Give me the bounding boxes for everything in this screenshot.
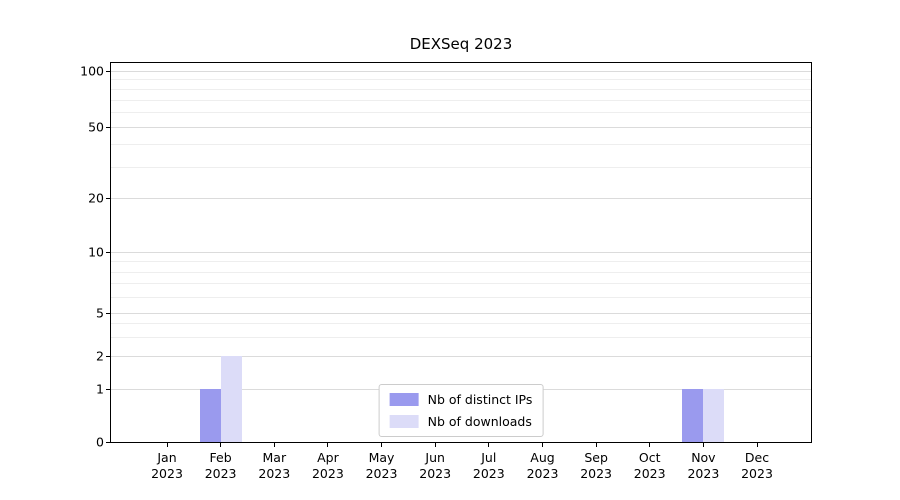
x-tick-mark bbox=[273, 443, 275, 447]
x-tick-label-year: 2023 bbox=[151, 466, 183, 482]
legend-label-downloads: Nb of downloads bbox=[427, 414, 532, 429]
legend-label-distinct-ips: Nb of distinct IPs bbox=[427, 392, 533, 407]
x-tick-label-month: Mar bbox=[262, 450, 287, 465]
x-tick-label-month: Jun bbox=[425, 450, 445, 465]
x-tick-mark bbox=[702, 443, 704, 447]
y-tick-label: 5 bbox=[96, 305, 104, 321]
x-tick-label: Sep 2023 bbox=[580, 450, 612, 483]
gridline-minor bbox=[111, 144, 811, 146]
gridline-minor bbox=[111, 88, 811, 90]
y-tick-mark bbox=[106, 356, 110, 358]
y-tick-label: 0 bbox=[96, 434, 104, 450]
x-tick-label: Jul 2023 bbox=[473, 450, 505, 483]
gridline-minor bbox=[111, 261, 811, 263]
gridline-minor bbox=[111, 296, 811, 298]
y-tick-mark bbox=[106, 442, 110, 443]
y-tick-mark bbox=[106, 126, 110, 128]
x-tick-label-year: 2023 bbox=[365, 466, 398, 482]
x-tick-label: Jan 2023 bbox=[151, 450, 183, 483]
bar-downloads bbox=[703, 389, 725, 442]
legend: Nb of distinct IPs Nb of downloads bbox=[378, 384, 544, 437]
y-tick-label: 20 bbox=[88, 190, 104, 206]
gridline-major bbox=[111, 71, 811, 72]
y-tick-mark bbox=[106, 71, 110, 72]
y-tick-label: 2 bbox=[96, 348, 104, 364]
x-tick-label: Aug 2023 bbox=[527, 450, 559, 483]
plot-area: Nb of distinct IPs Nb of downloads bbox=[110, 62, 812, 443]
x-tick-label: Dec 2023 bbox=[741, 450, 773, 483]
legend-swatch-distinct-ips-icon bbox=[389, 393, 419, 406]
x-tick-mark bbox=[756, 443, 758, 447]
gridline-minor bbox=[111, 112, 811, 113]
x-tick-label-month: Feb bbox=[209, 450, 232, 465]
x-tick-label-year: 2023 bbox=[472, 466, 505, 482]
legend-item-downloads: Nb of downloads bbox=[389, 414, 533, 429]
x-tick-label-year: 2023 bbox=[687, 466, 720, 482]
x-tick-label-month: May bbox=[368, 450, 395, 465]
gridline-major bbox=[111, 252, 811, 254]
x-tick-label-year: 2023 bbox=[419, 466, 452, 482]
gridline-minor bbox=[111, 166, 811, 168]
x-tick-mark bbox=[542, 443, 543, 447]
bar-distinct-ips bbox=[199, 389, 221, 442]
x-tick-mark bbox=[649, 443, 651, 447]
x-tick-label: Apr 2023 bbox=[312, 450, 344, 483]
x-tick-label-year: 2023 bbox=[526, 466, 559, 482]
x-tick-label-year: 2023 bbox=[580, 466, 612, 482]
x-tick-label: Jun 2023 bbox=[419, 450, 451, 483]
gridline-minor bbox=[111, 283, 811, 285]
x-tick-mark bbox=[434, 443, 436, 447]
x-tick-mark bbox=[166, 443, 168, 447]
y-tick-mark bbox=[106, 389, 110, 391]
gridline-minor bbox=[111, 99, 811, 101]
gridline-minor bbox=[111, 79, 811, 81]
y-tick-mark bbox=[106, 252, 110, 254]
x-tick-label-year: 2023 bbox=[258, 466, 291, 482]
x-tick-label-month: Sep bbox=[584, 450, 608, 465]
y-tick-label: 10 bbox=[88, 244, 104, 260]
x-tick-mark bbox=[220, 443, 222, 447]
gridline-minor bbox=[111, 337, 811, 339]
x-tick-mark bbox=[488, 443, 490, 447]
y-tick-label: 50 bbox=[88, 119, 104, 135]
chart-title: DEXSeq 2023 bbox=[409, 35, 513, 53]
gridline-major bbox=[111, 198, 811, 200]
x-axis: Jan 2023 Feb 2023 Mar 2023 Apr 2023 May 2023 Jun 20… bbox=[110, 450, 812, 490]
x-tick-label-month: Dec bbox=[744, 450, 770, 465]
gridline-major bbox=[111, 312, 811, 314]
x-tick-label-month: Aug bbox=[530, 450, 555, 465]
gridline-major bbox=[111, 356, 811, 358]
legend-item-distinct-ips: Nb of distinct IPs bbox=[389, 392, 533, 407]
gridline-minor bbox=[111, 271, 811, 273]
x-tick-label-year: 2023 bbox=[204, 466, 237, 482]
x-tick-label: Oct 2023 bbox=[634, 450, 666, 483]
x-tick-label-year: 2023 bbox=[633, 466, 666, 482]
x-tick-label: Nov 2023 bbox=[687, 450, 719, 483]
x-tick-label-month: Oct bbox=[638, 450, 661, 465]
x-tick-label: May 2023 bbox=[366, 450, 398, 483]
x-tick-label: Feb 2023 bbox=[205, 450, 237, 483]
gridline-minor bbox=[111, 323, 811, 325]
x-tick-mark bbox=[595, 443, 597, 447]
x-tick-mark bbox=[327, 443, 329, 447]
x-tick-label-month: Apr bbox=[317, 450, 339, 465]
bar-downloads bbox=[220, 356, 242, 442]
x-tick-mark bbox=[381, 443, 382, 447]
x-tick-label-month: Nov bbox=[691, 450, 716, 465]
x-tick-label-year: 2023 bbox=[311, 466, 344, 482]
y-tick-label: 100 bbox=[80, 63, 104, 79]
bar-distinct-ips bbox=[682, 389, 704, 442]
x-tick-label-month: Jan bbox=[157, 450, 177, 465]
x-tick-label: Mar 2023 bbox=[258, 450, 290, 483]
y-axis: 0 1 2 5 10 20 50 100 bbox=[0, 62, 104, 450]
legend-swatch-downloads-icon bbox=[389, 415, 419, 428]
gridline-major bbox=[111, 126, 811, 128]
x-tick-label-month: Jul bbox=[481, 450, 497, 465]
y-tick-label: 1 bbox=[96, 381, 104, 397]
y-tick-mark bbox=[106, 198, 110, 200]
x-tick-label-year: 2023 bbox=[741, 466, 773, 482]
y-tick-mark bbox=[106, 312, 110, 314]
